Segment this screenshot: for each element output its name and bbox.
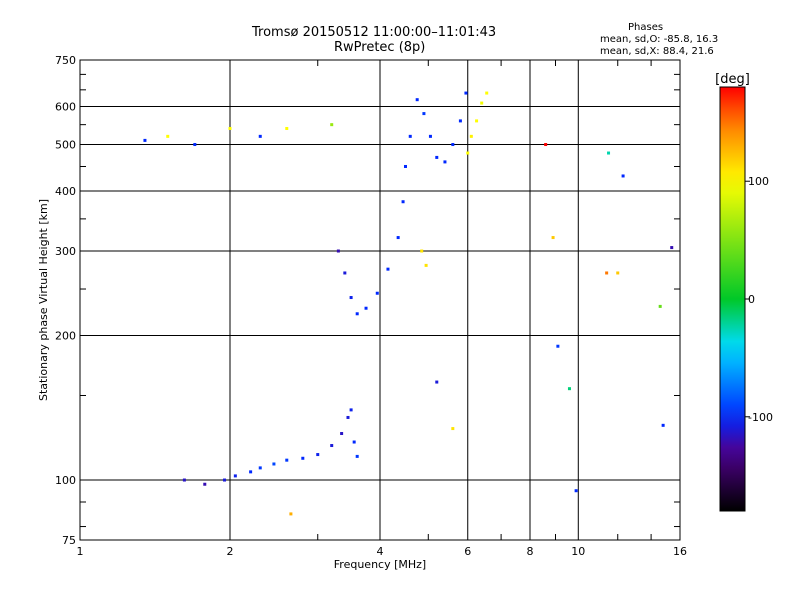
data-point [289, 512, 293, 516]
y-tick-label: 200 [55, 330, 76, 343]
y-tick-label: 500 [55, 139, 76, 152]
data-point [285, 458, 289, 462]
colorbar-tick-label: 100 [748, 175, 769, 188]
data-point [285, 126, 289, 130]
data-point [166, 134, 170, 138]
data-point [567, 387, 571, 391]
x-tick-label: 4 [377, 545, 384, 558]
y-tick-label: 600 [55, 101, 76, 114]
data-point [182, 478, 186, 482]
data-point [352, 440, 356, 444]
y-tick-label: 300 [55, 245, 76, 258]
colorbar [719, 86, 746, 512]
colorbar-tick-label: 0 [748, 293, 755, 306]
data-point [349, 296, 353, 300]
data-point [621, 174, 625, 178]
data-point [272, 462, 276, 466]
chart-title-line1: Tromsø 20150512 11:00:00–11:01:43 [252, 25, 497, 40]
data-point [464, 91, 468, 95]
data-point [661, 423, 665, 427]
data-point [330, 123, 334, 127]
data-point [466, 151, 470, 155]
data-point [556, 344, 560, 348]
data-point [485, 91, 489, 95]
data-point [443, 160, 447, 164]
data-point [336, 249, 340, 253]
data-point [435, 155, 439, 159]
data-point [607, 151, 611, 155]
x-tick-label: 6 [464, 545, 471, 558]
data-point [408, 134, 412, 138]
data-point [203, 482, 207, 486]
data-point [475, 119, 479, 123]
stats-o-mode: mean, sd,O: -85.8, 16.3 [600, 34, 719, 45]
y-tick-label: 100 [55, 474, 76, 487]
data-point [574, 489, 578, 493]
data-point [451, 427, 455, 431]
x-tick-label: 2 [227, 545, 234, 558]
chart-title-line2: RwPretec (8p) [334, 40, 426, 55]
data-point [451, 143, 455, 147]
x-axis-label: Frequency [MHz] [334, 558, 426, 571]
data-point [355, 312, 359, 316]
data-point [316, 453, 320, 457]
data-point [223, 478, 227, 482]
data-point [469, 134, 473, 138]
colorbar-tick-label: -100 [748, 411, 773, 424]
data-point [616, 271, 620, 275]
data-point [424, 263, 428, 267]
data-point [386, 267, 390, 271]
y-tick-label: 400 [55, 185, 76, 198]
data-point [228, 126, 232, 130]
data-point [420, 249, 424, 253]
data-point [249, 470, 253, 474]
data-point [544, 143, 548, 147]
x-tick-label: 8 [527, 545, 534, 558]
data-point [375, 291, 379, 295]
stats-x-mode: mean, sd,X: 88.4, 21.6 [600, 46, 714, 57]
x-tick-label: 10 [571, 545, 585, 558]
data-point [301, 456, 305, 460]
data-point [330, 444, 334, 448]
plot-frame [79, 59, 681, 541]
data-point [258, 134, 262, 138]
data-point [415, 98, 419, 102]
y-tick-label: 75 [62, 534, 76, 547]
data-point [422, 112, 426, 116]
y-axis-label: Stationary phase Virtual Height [km] [37, 199, 50, 401]
data-point [258, 466, 262, 470]
stats-title: Phases [628, 22, 664, 33]
data-point [551, 236, 555, 240]
data-point [343, 271, 347, 275]
data-point [193, 143, 197, 147]
data-point [428, 134, 432, 138]
data-point [340, 432, 344, 436]
data-point [670, 246, 674, 250]
data-point [349, 408, 353, 412]
data-point [364, 306, 368, 310]
data-point [403, 164, 407, 168]
y-tick-label: 750 [55, 54, 76, 67]
data-point [346, 415, 350, 419]
data-point [396, 236, 400, 240]
data-point [355, 454, 359, 458]
data-point [480, 101, 484, 105]
data-point [401, 200, 405, 204]
colorbar-label: [deg] [715, 72, 750, 87]
data-point [233, 474, 237, 478]
data-point [605, 271, 609, 275]
data-point [458, 119, 462, 123]
data-point [143, 138, 147, 142]
x-tick-label: 1 [77, 545, 84, 558]
x-tick-label: 16 [673, 545, 687, 558]
data-point [435, 380, 439, 384]
data-point [658, 304, 662, 308]
